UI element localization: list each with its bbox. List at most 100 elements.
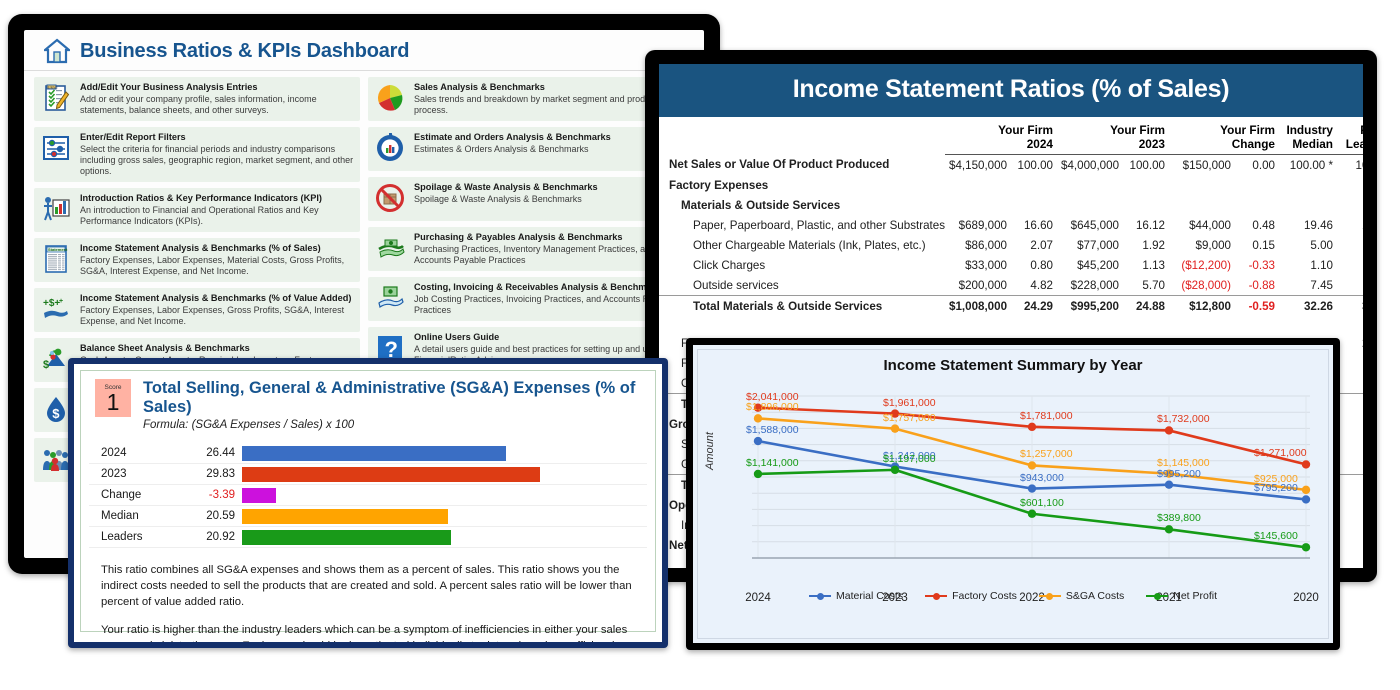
row-cell	[1011, 175, 1057, 195]
legend-label: S&GA Costs	[1065, 590, 1125, 602]
dashboard-item-description: Purchasing Practices, Inventory Manageme…	[414, 244, 656, 265]
row-cell: 5.00	[1310, 238, 1333, 252]
row-cell: 3.82	[1337, 353, 1363, 373]
linechart-x-tick-label: 2022	[1019, 592, 1045, 604]
linechart-point-label: $1,257,000	[1020, 448, 1073, 461]
linechart-data-point	[1301, 485, 1311, 495]
dashboard-item-title: Income Statement Analysis & Benchmarks (…	[80, 293, 352, 303]
legend-item[interactable]: Material Costs	[809, 590, 903, 602]
dashboard-item[interactable]: Statement Income Statement Analysis & Ben…	[34, 238, 360, 282]
header-line-1: Profit	[1341, 123, 1363, 137]
row-cell: 9.22	[1337, 373, 1363, 394]
row-cell	[1169, 175, 1235, 195]
row-cell: 0.00	[1252, 158, 1275, 172]
row-cell: $44,000	[1189, 218, 1231, 232]
linechart-data-point	[753, 469, 763, 479]
row-cell: $4,000,000	[1061, 158, 1120, 172]
row-cell: $228,000	[1070, 278, 1119, 292]
linechart-point-label: $795,200	[1254, 482, 1298, 495]
table-header-1: Your Firm 2024	[945, 117, 1057, 155]
linechart-legend: Material Costs Factory Costs S&GA Costs Net…	[698, 590, 1328, 602]
sga-bar-value: 20.59	[206, 510, 235, 522]
row-cell: 2.63	[1337, 535, 1363, 555]
sga-bar-category: Leaders	[101, 531, 143, 543]
dashboard-item[interactable]: Sales Analysis & Benchmarks Sales trends …	[368, 77, 694, 121]
legend-marker-icon	[1038, 591, 1061, 601]
row-cell: 100.00	[1129, 158, 1165, 172]
linechart-x-tick-label: 2024	[745, 592, 771, 604]
pie-chart-icon	[374, 82, 406, 114]
table-row: Total Materials & Outside Services $1,008…	[659, 295, 1363, 316]
row-cell: 4.13	[1337, 495, 1363, 515]
linechart-data-point	[1027, 509, 1037, 518]
dashboard-item-description: Estimates & Orders Analysis & Benchmarks	[414, 144, 589, 154]
linechart-data-point	[890, 409, 900, 418]
dashboard-item[interactable]: Enter/Edit Report Filters Select the crit…	[34, 127, 360, 182]
linechart-point-label: $925,000	[1254, 472, 1298, 485]
sga-card: Score 1 Total Selling, General & Adminis…	[80, 370, 656, 642]
dashboard-item-title: Spoilage & Waste Analysis & Benchmarks	[414, 182, 598, 192]
dashboard-item-text: Purchasing & Payables Analysis & Benchma…	[414, 232, 688, 266]
sga-bar-row: Median 20.59	[89, 506, 647, 527]
row-cell: -0.59	[1235, 295, 1279, 316]
dashboard-item[interactable]: Spoilage & Waste Analysis & Benchmarks Sp…	[368, 177, 694, 221]
row-cell: 100.00	[1017, 158, 1053, 172]
dashboard-item-title: Introduction Ratios & Key Performance In…	[80, 193, 322, 203]
sga-bar-row: 2024 26.44	[89, 443, 647, 464]
linechart-point-label: $1,145,000	[1157, 456, 1210, 469]
entries-checklist-icon: Entries	[40, 82, 72, 114]
row-label	[659, 316, 945, 333]
header-line-1: Your Firm	[998, 123, 1053, 137]
linechart-point-label: $389,800	[1157, 512, 1201, 525]
legend-item[interactable]: Net Profit	[1146, 590, 1217, 602]
linechart-point-label: $1,896,000	[746, 401, 799, 414]
linechart-point-label: $1,271,000	[1254, 447, 1307, 460]
row-cell: 8.47	[1337, 393, 1363, 414]
score-value: 1	[106, 388, 120, 415]
dashboard-item[interactable]: +$+ + Income Statement Analysis & Benchmar…	[34, 288, 360, 332]
sga-bar	[242, 487, 276, 503]
dashboard-item[interactable]: Introduction Ratios & Key Performance In…	[34, 188, 360, 232]
linechart-screen: Income Statement Summary by Year Amount …	[693, 345, 1333, 643]
row-cell: $12,800	[1169, 295, 1235, 316]
svg-text:Statement: Statement	[48, 247, 68, 252]
row-cell	[1057, 316, 1123, 333]
status-badge: Score 1	[95, 379, 131, 417]
no-waste-icon	[374, 182, 406, 214]
dashboard-item[interactable]: Estimate and Orders Analysis & Benchmark…	[368, 127, 694, 171]
sliders-filter-icon	[40, 132, 72, 164]
header-line-2: Change	[1231, 137, 1275, 151]
legend-item[interactable]: Factory Costs	[925, 590, 1017, 602]
dashboard-item-title: Balance Sheet Analysis & Benchmarks	[80, 343, 250, 353]
row-cell: 22.96	[1337, 333, 1363, 353]
dashboard-item[interactable]: Costing, Invoicing & Receivables Analysi…	[368, 277, 694, 321]
row-cell: 1.92	[1142, 238, 1165, 252]
row-cell	[1123, 195, 1169, 215]
legend-item[interactable]: S&GA Costs	[1038, 590, 1125, 602]
cash-hand-icon	[374, 232, 406, 264]
score-label: Score	[104, 383, 122, 391]
dashboard-item-text: Spoilage & Waste Analysis & Benchmarks Sp…	[414, 182, 688, 205]
table-row: Factory Expenses	[659, 175, 1363, 195]
linechart-point-label: $943,000	[1020, 471, 1064, 484]
sga-bar-row: 2023 29.83	[89, 464, 647, 485]
legend-marker-icon	[1146, 591, 1169, 601]
ratios-title: Income Statement Ratios (% of Sales)	[659, 64, 1363, 117]
gear-chart-icon	[374, 132, 406, 164]
dashboard-item-text: Costing, Invoicing & Receivables Analysi…	[414, 282, 688, 316]
table-row	[659, 316, 1363, 333]
dashboard-item-title: Sales Analysis & Benchmarks	[414, 82, 545, 92]
sga-formula: Formula: (SG&A Expenses / Sales) x 100	[143, 419, 355, 431]
dashboard-item[interactable]: Purchasing & Payables Analysis & Benchma…	[368, 227, 694, 271]
dashboard-item-description: Spoilage & Waste Analysis & Benchmarks	[414, 194, 582, 204]
linechart-point-label: $995,200	[1157, 467, 1201, 480]
linechart-point-label: $1,197,000	[883, 452, 936, 465]
row-cell	[1235, 316, 1279, 333]
sga-bar-row: Change -3.39	[89, 485, 647, 506]
row-cell: $995,200	[1057, 295, 1123, 316]
linechart-point-label: $2,041,000	[746, 390, 799, 403]
money-hand-icon: +$+ +	[40, 293, 72, 325]
dashboard-item[interactable]: Entries Add/Edit Your Business Analysis E…	[34, 77, 360, 121]
sga-bar-value: -3.39	[208, 489, 235, 501]
sga-bar-value: 26.44	[206, 447, 235, 459]
